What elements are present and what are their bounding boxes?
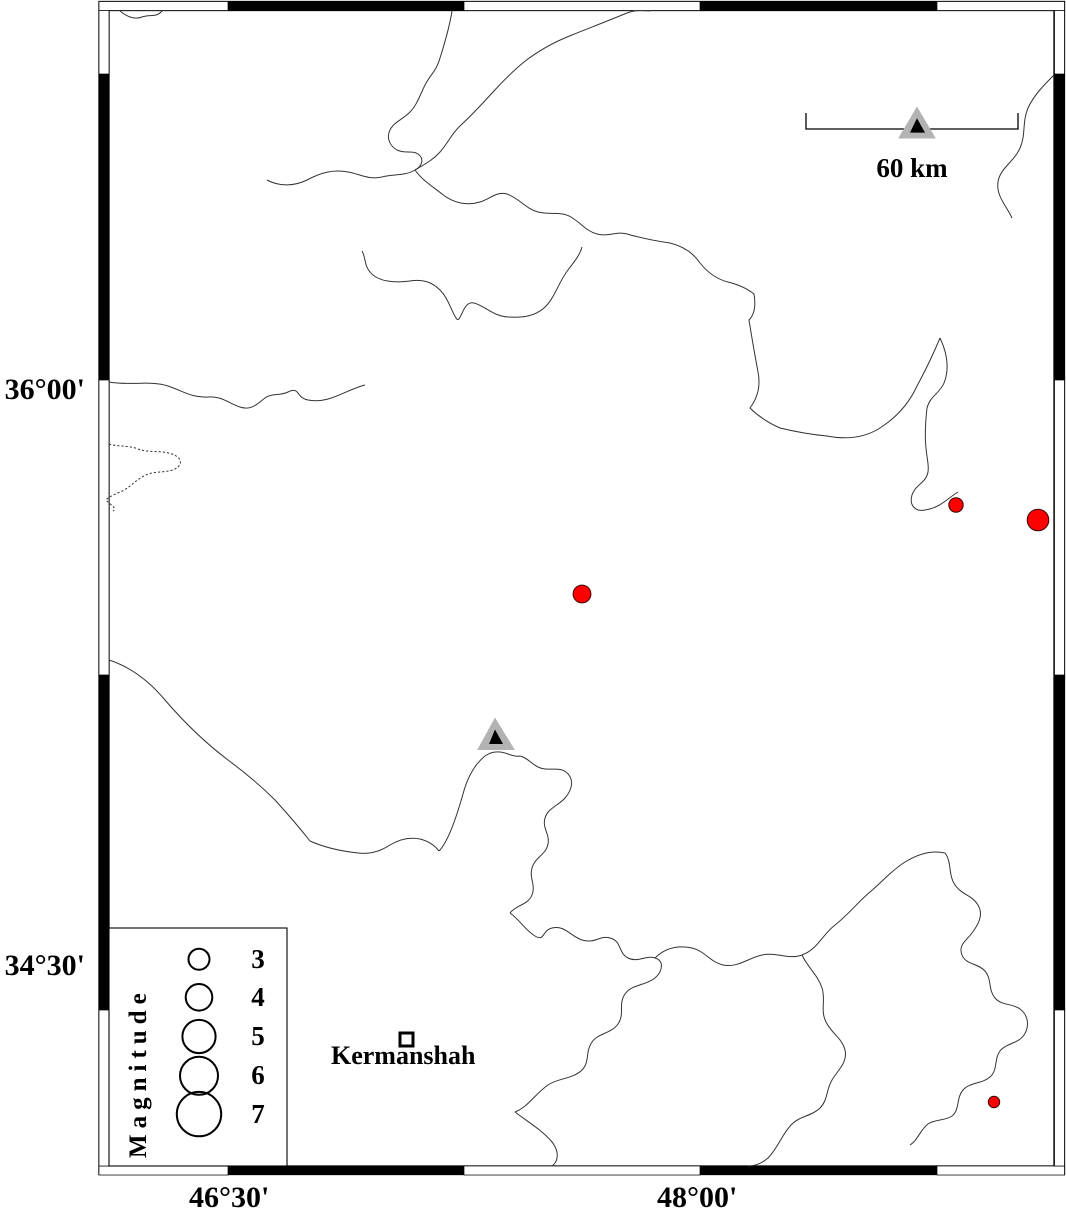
svg-text:34°30': 34°30' [5,949,85,982]
svg-text:Magnitude: Magnitude [125,987,152,1158]
svg-text:7: 7 [251,1099,265,1129]
svg-text:6: 6 [251,1060,265,1090]
svg-text:Kermanshah: Kermanshah [331,1041,476,1070]
svg-text:36°00': 36°00' [5,373,85,406]
svg-text:46°30': 46°30' [189,1181,269,1214]
svg-text:5: 5 [251,1021,265,1051]
svg-text:3: 3 [251,944,265,974]
svg-text:60 km: 60 km [876,153,948,183]
svg-text:48°00': 48°00' [657,1181,737,1214]
svg-text:4: 4 [251,982,265,1012]
